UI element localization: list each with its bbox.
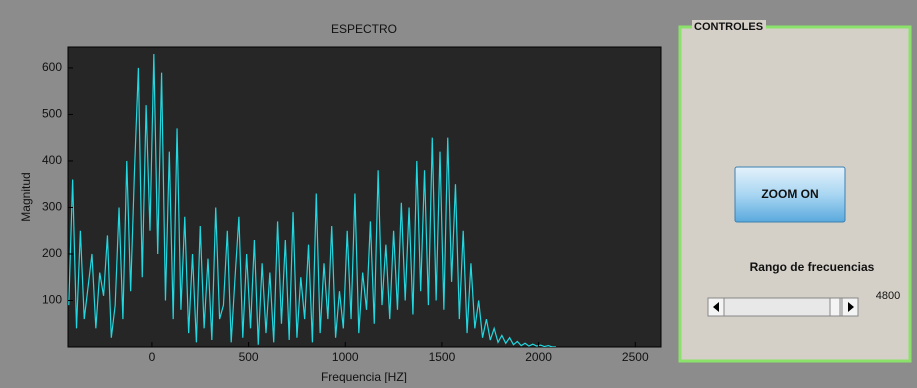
slider-value: 4800 — [876, 290, 900, 302]
plot-area — [68, 53, 557, 347]
button-face[interactable] — [734, 166, 846, 223]
x-tick-label: 2000 — [525, 350, 552, 364]
button-label[interactable]: ZOOM ON — [761, 187, 818, 201]
chart-title: ESPECTRO — [331, 22, 397, 36]
left-arrow-icon — [713, 302, 719, 312]
y-tick-label: 400 — [42, 153, 62, 167]
range-label: Rango de frecuencias — [750, 260, 875, 274]
x-tick-label: 0 — [149, 350, 156, 364]
y-tick-label: 600 — [42, 60, 62, 74]
y-axis-label: Magnitud — [19, 172, 33, 221]
x-tick-label: 500 — [239, 350, 259, 364]
x-axis-label: Frequencia [HZ] — [321, 370, 407, 383]
panel-title-bg — [692, 20, 766, 34]
y-tick-label: 100 — [42, 293, 62, 307]
ticks: 0 500 1000 1500 2000 2500 100 200 300 400 500 600 — [42, 60, 649, 364]
x-tick-label: 2500 — [622, 350, 649, 364]
y-tick-label: 300 — [42, 200, 62, 214]
slider-thumb[interactable] — [829, 297, 841, 317]
x-tick-label: 1000 — [332, 350, 359, 364]
y-tick-label: 200 — [42, 246, 62, 260]
slider[interactable] — [707, 297, 859, 317]
spectrum-line — [68, 53, 557, 347]
y-tick-label: 500 — [42, 107, 62, 121]
right-arrow-icon — [848, 302, 854, 312]
panel-title: CONTROLES — [694, 21, 763, 33]
x-tick-label: 1500 — [429, 350, 456, 364]
axes — [67, 46, 662, 348]
zoom-button[interactable]: ZOOM ON — [734, 166, 846, 223]
